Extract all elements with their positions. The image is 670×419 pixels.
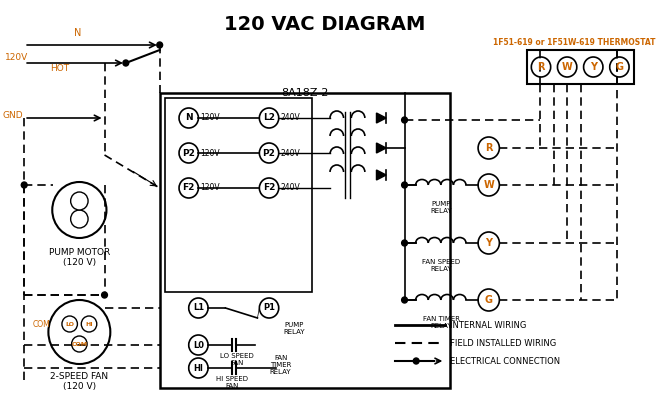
Circle shape: [102, 292, 107, 298]
Text: 120V: 120V: [200, 148, 220, 158]
Text: HOT: HOT: [50, 64, 70, 73]
Bar: [159, 93, 450, 388]
Text: INTERNAL WIRING: INTERNAL WIRING: [450, 321, 527, 329]
Text: Y: Y: [485, 238, 492, 248]
Circle shape: [189, 335, 208, 355]
Text: P1: P1: [263, 303, 275, 313]
Circle shape: [179, 108, 198, 128]
Circle shape: [62, 316, 78, 332]
Text: ELECTRICAL CONNECTION: ELECTRICAL CONNECTION: [450, 357, 560, 365]
Text: R: R: [537, 62, 545, 72]
Text: HI: HI: [85, 321, 93, 326]
Circle shape: [478, 137, 499, 159]
Circle shape: [478, 289, 499, 311]
Polygon shape: [377, 143, 386, 153]
Circle shape: [584, 57, 603, 77]
Text: L2: L2: [263, 114, 275, 122]
Text: W: W: [561, 62, 572, 72]
Text: 240V: 240V: [281, 148, 300, 158]
Text: G: G: [484, 295, 492, 305]
Circle shape: [413, 358, 419, 364]
Text: LO SPEED
FAN: LO SPEED FAN: [220, 353, 253, 366]
Text: HI: HI: [194, 364, 203, 372]
Text: 240V: 240V: [281, 184, 300, 192]
Text: L1: L1: [193, 303, 204, 313]
Text: LO: LO: [65, 321, 74, 326]
Text: 120V: 120V: [200, 114, 220, 122]
Circle shape: [72, 336, 87, 352]
Bar: [165, 98, 312, 292]
Text: FAN
TIMER
RELAY: FAN TIMER RELAY: [270, 355, 291, 375]
Circle shape: [81, 316, 96, 332]
Text: Y: Y: [590, 62, 597, 72]
Text: W: W: [483, 180, 494, 190]
Bar: [527, 50, 634, 84]
Text: F2: F2: [263, 184, 275, 192]
Text: FIELD INSTALLED WIRING: FIELD INSTALLED WIRING: [450, 339, 556, 347]
Circle shape: [478, 174, 499, 196]
Circle shape: [401, 297, 407, 303]
Circle shape: [610, 57, 629, 77]
Circle shape: [52, 182, 107, 238]
Text: 2-SPEED FAN
(120 V): 2-SPEED FAN (120 V): [50, 372, 109, 391]
Circle shape: [259, 178, 279, 198]
Circle shape: [557, 57, 577, 77]
Polygon shape: [377, 170, 386, 180]
Text: PUMP
RELAY: PUMP RELAY: [431, 201, 452, 214]
Circle shape: [531, 57, 551, 77]
Polygon shape: [377, 113, 386, 123]
Circle shape: [189, 358, 208, 378]
Text: 240V: 240V: [281, 114, 300, 122]
Text: G: G: [615, 62, 623, 72]
Text: COM: COM: [71, 341, 87, 347]
Text: N: N: [74, 28, 81, 38]
Circle shape: [478, 232, 499, 254]
Text: 120V: 120V: [200, 184, 220, 192]
Circle shape: [259, 108, 279, 128]
Text: PUMP
RELAY: PUMP RELAY: [283, 322, 306, 335]
Text: F2: F2: [182, 184, 195, 192]
Circle shape: [401, 240, 407, 246]
Text: R: R: [485, 143, 492, 153]
Text: P2: P2: [263, 148, 275, 158]
Text: L0: L0: [193, 341, 204, 349]
Text: 8A18Z-2: 8A18Z-2: [281, 88, 328, 98]
Text: PUMP MOTOR
(120 V): PUMP MOTOR (120 V): [49, 248, 110, 267]
Text: 1F51-619 or 1F51W-619 THERMOSTAT: 1F51-619 or 1F51W-619 THERMOSTAT: [492, 38, 655, 47]
Circle shape: [189, 298, 208, 318]
Text: COM: COM: [33, 320, 50, 328]
Circle shape: [401, 182, 407, 188]
Text: 120 VAC DIAGRAM: 120 VAC DIAGRAM: [224, 15, 425, 34]
Circle shape: [259, 298, 279, 318]
Text: 120V: 120V: [5, 54, 28, 62]
Text: FAN SPEED
RELAY: FAN SPEED RELAY: [422, 259, 460, 272]
Text: N: N: [185, 114, 192, 122]
Text: GND: GND: [3, 111, 23, 121]
Circle shape: [21, 182, 27, 188]
Text: P2: P2: [182, 148, 195, 158]
Circle shape: [179, 178, 198, 198]
Circle shape: [123, 60, 129, 66]
Circle shape: [48, 300, 111, 364]
Circle shape: [259, 143, 279, 163]
Text: FAN TIMER
RELAY: FAN TIMER RELAY: [423, 316, 460, 329]
Circle shape: [179, 143, 198, 163]
Circle shape: [70, 210, 88, 228]
Text: HI SPEED
FAN: HI SPEED FAN: [216, 376, 248, 389]
Circle shape: [157, 42, 163, 48]
Circle shape: [401, 117, 407, 123]
Circle shape: [70, 192, 88, 210]
